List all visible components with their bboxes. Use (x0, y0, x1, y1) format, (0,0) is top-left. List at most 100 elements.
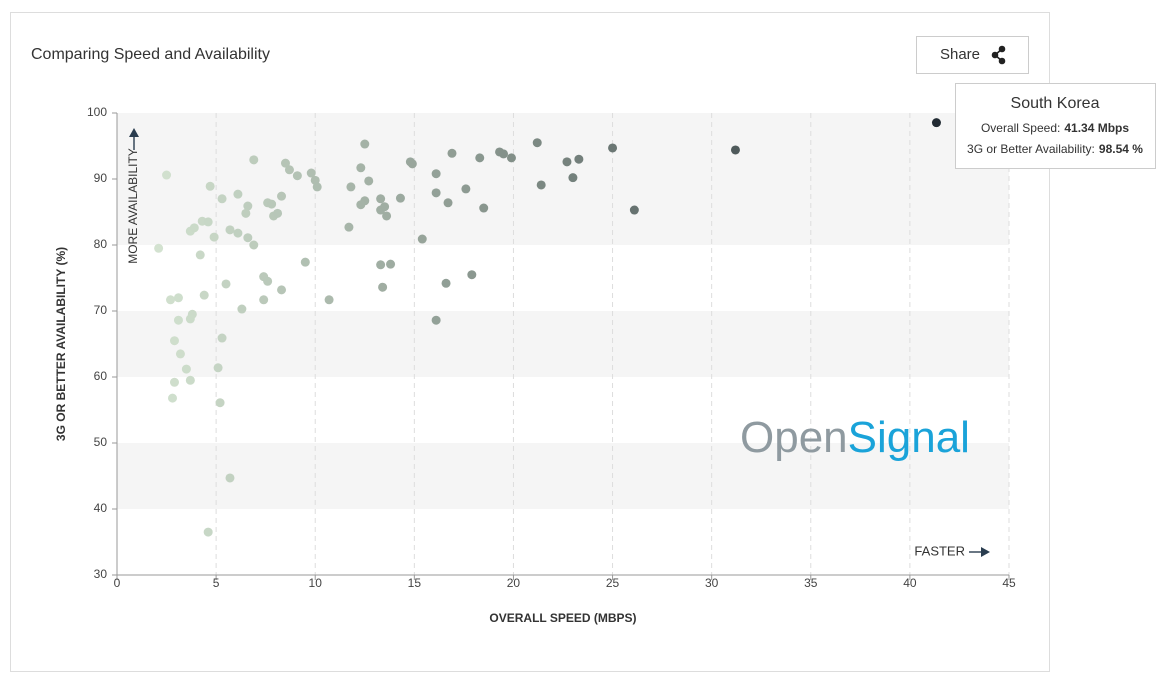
data-point (169, 377, 179, 387)
grid-band (117, 179, 1009, 245)
data-point (376, 194, 386, 204)
tooltip: South Korea Overall Speed: 41.34 Mbps 3G … (955, 83, 1156, 169)
tooltip-title: South Korea (1011, 95, 1100, 112)
tooltip-value: 41.34 Mbps (1064, 121, 1129, 135)
data-point (380, 202, 390, 212)
data-point (562, 157, 572, 167)
data-point (181, 364, 191, 374)
data-point (376, 260, 386, 270)
data-point (173, 315, 183, 325)
share-label[interactable]: Share (940, 46, 980, 63)
x-tick-label: 20 (507, 576, 521, 590)
data-point (386, 259, 396, 269)
data-point (185, 314, 195, 324)
data-point (467, 270, 477, 280)
data-point (441, 278, 451, 288)
data-point (185, 375, 195, 385)
x-hint: FASTER (914, 543, 965, 558)
data-point (168, 393, 178, 403)
data-point (407, 159, 417, 169)
data-point (173, 293, 183, 303)
data-point (574, 154, 584, 164)
data-point (292, 171, 302, 181)
data-point (249, 155, 259, 165)
y-tick-label: 70 (94, 303, 108, 317)
data-point (461, 184, 471, 194)
data-point (213, 363, 223, 373)
data-point (431, 315, 441, 325)
tooltip-value: 98.54 % (1099, 142, 1143, 156)
logo-open: Open (740, 413, 848, 462)
y-hint: MORE AVAILABILITY (126, 148, 140, 264)
data-point (209, 232, 219, 242)
tooltip-label: Overall Speed: (981, 121, 1060, 135)
data-point (356, 163, 366, 173)
data-point (280, 158, 290, 168)
data-point (417, 234, 427, 244)
data-point (154, 243, 164, 253)
data-point (395, 193, 405, 203)
data-point (195, 250, 205, 260)
x-tick-label: 40 (903, 576, 917, 590)
data-point (931, 118, 941, 128)
share-button-box[interactable] (916, 36, 1029, 74)
data-point (225, 473, 235, 483)
data-point (506, 153, 516, 163)
tooltip-box (955, 83, 1156, 169)
grid-band (117, 113, 1009, 179)
y-tick-label: 80 (94, 237, 108, 251)
data-point (169, 336, 179, 346)
data-point (217, 194, 227, 204)
tooltip-row: 3G or Better Availability: 98.54 % (967, 142, 1143, 156)
data-point (431, 188, 441, 198)
data-point (475, 153, 485, 163)
data-point (277, 191, 287, 201)
grid-band (117, 443, 1009, 509)
chart-title: Comparing Speed and Availability (31, 46, 270, 63)
y-tick-label: 90 (94, 171, 108, 185)
data-point (203, 217, 213, 227)
x-tick-label: 25 (606, 576, 620, 590)
data-point (205, 181, 215, 191)
data-point (215, 398, 225, 408)
data-point (166, 295, 176, 305)
logo: OpenSignal (740, 413, 970, 462)
grid-band (117, 311, 1009, 377)
plot-area: 30 40 50 60 70 80 90 100 0 5 10 15 20 25 30 35 40 45 (87, 105, 1016, 590)
data-point (175, 349, 185, 359)
data-point (203, 527, 213, 537)
tooltip-row: Overall Speed: 41.34 Mbps (981, 121, 1129, 135)
share-icon[interactable] (991, 45, 1006, 65)
y-tick-label: 50 (94, 435, 108, 449)
data-point (568, 173, 578, 183)
data-point (263, 276, 273, 286)
data-point (344, 222, 354, 232)
data-point (356, 200, 366, 210)
data-point (312, 182, 322, 192)
data-point (237, 304, 247, 314)
data-point (447, 148, 457, 158)
x-tick-label: 10 (309, 576, 323, 590)
data-point (532, 138, 542, 148)
data-point (536, 180, 546, 190)
data-point (443, 198, 453, 208)
data-point (217, 333, 227, 343)
data-point (243, 233, 253, 243)
data-point (243, 201, 253, 211)
data-point (300, 257, 310, 267)
y-tick-label: 100 (87, 105, 107, 119)
data-point (306, 168, 316, 178)
data-point (221, 279, 231, 289)
data-point (162, 170, 172, 180)
y-axis-title: 3G OR BETTER AVAILABILITY (%) (54, 247, 68, 441)
data-point (284, 165, 294, 175)
x-tick-label: 35 (804, 576, 818, 590)
data-point (233, 189, 243, 199)
data-point (479, 203, 489, 213)
data-point (382, 211, 392, 221)
data-point (346, 182, 356, 192)
tooltip-label: 3G or Better Availability: (967, 142, 1095, 156)
x-hint-arrow (969, 547, 990, 557)
data-point (233, 228, 243, 238)
share-button[interactable]: Share (916, 36, 1029, 74)
